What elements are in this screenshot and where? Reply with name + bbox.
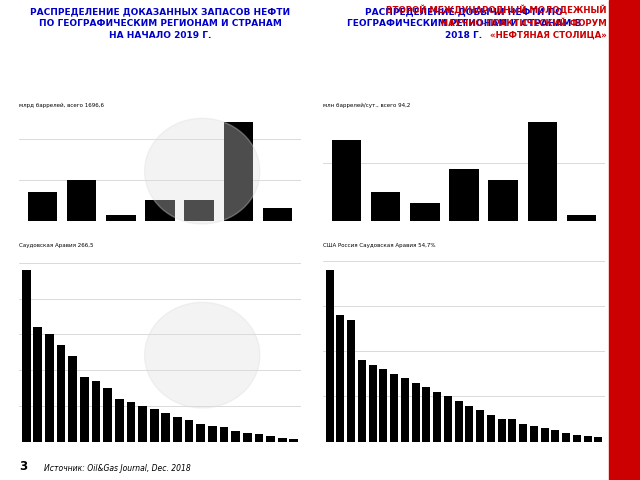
Bar <box>332 140 362 221</box>
Bar <box>358 360 366 442</box>
Text: млн баррелей/сут., всего 94,2: млн баррелей/сут., всего 94,2 <box>323 103 411 108</box>
Bar <box>347 320 355 442</box>
Bar <box>115 399 124 442</box>
Text: 3: 3 <box>19 460 28 473</box>
Bar <box>530 426 538 442</box>
Bar <box>508 419 516 442</box>
Bar <box>562 432 570 442</box>
Bar <box>262 208 292 221</box>
Bar <box>255 434 263 442</box>
Bar <box>488 180 518 221</box>
Text: США Россия Саудовская Аравия 54,7%: США Россия Саудовская Аравия 54,7% <box>323 243 436 248</box>
Text: Саудовская Аравия 266,5: Саудовская Аравия 266,5 <box>19 243 93 248</box>
Bar <box>145 200 175 221</box>
Bar <box>541 428 548 442</box>
Bar <box>57 345 65 442</box>
Bar <box>68 356 77 442</box>
Bar <box>595 437 602 442</box>
Bar <box>454 401 463 442</box>
Bar <box>266 436 275 442</box>
Bar <box>45 335 54 442</box>
Bar <box>184 200 214 221</box>
Text: 2018 Г.: 2018 Г. <box>445 31 483 40</box>
Text: РАСПРЕДЕЛЕНИЕ ДОКАЗАННЫХ ЗАПАСОВ НЕФТИ: РАСПРЕДЕЛЕНИЕ ДОКАЗАННЫХ ЗАПАСОВ НЕФТИ <box>30 7 290 16</box>
Bar <box>28 192 58 221</box>
Bar <box>584 436 591 442</box>
Bar <box>401 378 409 442</box>
Bar <box>444 396 452 442</box>
Bar <box>527 122 557 221</box>
Bar <box>231 431 240 442</box>
Bar <box>476 410 484 442</box>
Text: ПО ГЕОГРАФИЧЕСКИМ РЕГИОНАМ И СТРАНАМ: ПО ГЕОГРАФИЧЕСКИМ РЕГИОНАМ И СТРАНАМ <box>38 19 282 28</box>
Bar <box>449 168 479 221</box>
Bar <box>566 215 596 221</box>
Bar <box>243 432 252 442</box>
Bar <box>519 423 527 442</box>
Bar <box>278 438 287 442</box>
Bar <box>551 431 559 442</box>
Bar <box>150 409 159 442</box>
Bar <box>138 406 147 442</box>
Bar <box>573 435 581 442</box>
Bar <box>289 439 298 442</box>
Bar <box>326 270 333 442</box>
Bar <box>390 374 398 442</box>
Bar <box>185 420 193 442</box>
Bar <box>497 419 506 442</box>
Text: ВТОРОЙ МЕЖДУНАРОДНЫЙ МОЛОДЕЖНЫЙ
НАУЧНО-ПРАКТИЧЕСКИЙ ФОРУМ
«НЕФТЯНАЯ СТОЛИЦА»: ВТОРОЙ МЕЖДУНАРОДНЫЙ МОЛОДЕЖНЫЙ НАУЧНО-П… <box>386 5 607 40</box>
Bar <box>422 387 431 442</box>
Text: НА НАЧАЛО 2019 Г.: НА НАЧАЛО 2019 Г. <box>109 31 211 40</box>
Bar <box>220 427 228 442</box>
Bar <box>369 365 377 442</box>
Bar <box>371 192 401 221</box>
Bar <box>80 377 89 442</box>
Bar <box>103 388 112 442</box>
Text: Источник: Oil&Gas Journal, Dec. 2018: Источник: Oil&Gas Journal, Dec. 2018 <box>44 464 190 473</box>
Bar <box>161 413 170 442</box>
Bar <box>92 381 100 442</box>
Bar <box>196 424 205 442</box>
Bar <box>487 415 495 442</box>
Bar <box>433 392 441 442</box>
Bar <box>410 204 440 221</box>
Text: млрд баррелей, всего 1696,6: млрд баррелей, всего 1696,6 <box>19 103 104 108</box>
Bar <box>127 402 135 442</box>
Bar <box>223 122 253 221</box>
Bar <box>173 417 182 442</box>
Bar <box>208 426 217 442</box>
Bar <box>412 383 420 442</box>
Bar <box>106 215 136 221</box>
Bar <box>337 315 344 442</box>
Text: РАСПРЕДЕЛЕНИЕ ДОБЫЧИ НЕФТИ ПО: РАСПРЕДЕЛЕНИЕ ДОБЫЧИ НЕФТИ ПО <box>365 7 563 16</box>
Text: ГЕОГРАФИЧЕСКИМ РЕГИОНАМ И СТРАНАМ В: ГЕОГРАФИЧЕСКИМ РЕГИОНАМ И СТРАНАМ В <box>347 19 581 28</box>
Bar <box>67 180 97 221</box>
Bar <box>465 406 474 442</box>
Bar <box>22 270 31 442</box>
Bar <box>380 370 387 442</box>
Bar <box>33 327 42 442</box>
